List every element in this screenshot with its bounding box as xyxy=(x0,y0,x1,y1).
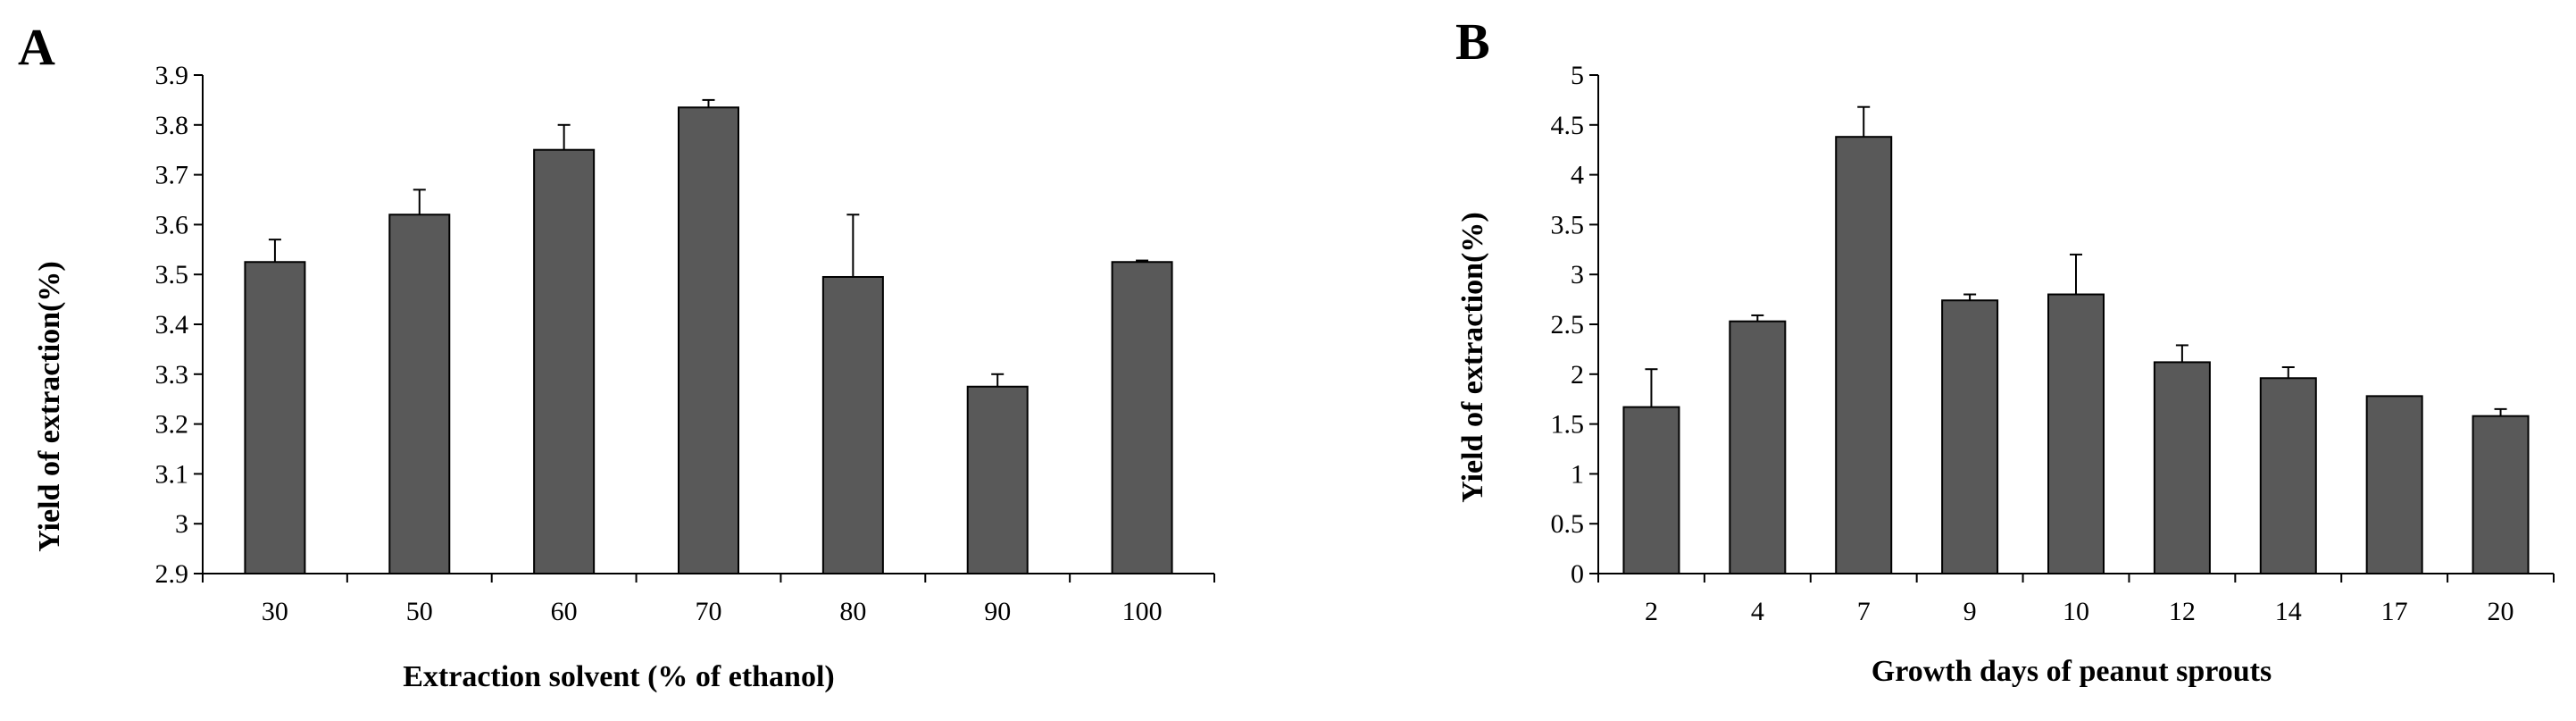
b-bar-4 xyxy=(1729,320,1787,574)
a-bar-90 xyxy=(966,385,1029,574)
b-x-tick-label: 4 xyxy=(1751,597,1764,626)
panel-a-axes xyxy=(202,75,1214,574)
b-y-tick-label: 0 xyxy=(1571,559,1584,589)
b-y-tick-label: 3.5 xyxy=(1551,210,1585,239)
panel-b-letter: B xyxy=(1455,13,1490,71)
b-x-tick-label: 17 xyxy=(2381,597,2408,626)
b-y-tick-label: 4.5 xyxy=(1551,111,1585,140)
panel-a-y-axis-label: Yield of extraction(%) xyxy=(33,261,66,551)
b-bar-12 xyxy=(2153,361,2211,574)
panel-a-x-ticks: 30 50 60 70 80 90 100 xyxy=(202,574,1215,626)
a-x-tick-label: 70 xyxy=(696,597,722,626)
panel-a-error-bars xyxy=(268,98,1149,387)
panel-b-bars xyxy=(1622,136,2530,575)
b-x-tick-label: 20 xyxy=(2488,597,2514,626)
a-bar-80 xyxy=(821,275,884,574)
panel-b: B Yield of extraction(%) 0 0.5 1 1.5 2 2.5 3 3.… xyxy=(1455,13,2555,688)
a-y-tick-label: 3.8 xyxy=(155,111,189,140)
b-y-tick-label: 5 xyxy=(1571,61,1584,90)
b-bar-10 xyxy=(2047,293,2105,574)
a-bar-100 xyxy=(1111,261,1173,574)
b-x-tick-label: 7 xyxy=(1857,597,1871,626)
panel-b-x-axis-label: Growth days of peanut sprouts xyxy=(1872,655,2272,688)
a-x-tick-label: 30 xyxy=(262,597,288,626)
b-y-tick-label: 1.5 xyxy=(1551,410,1585,440)
b-y-tick-label: 4 xyxy=(1571,161,1584,190)
a-x-tick-label: 90 xyxy=(984,597,1011,626)
b-x-tick-label: 9 xyxy=(1963,597,1977,626)
a-bar-60 xyxy=(533,148,596,574)
b-bar-7 xyxy=(1835,136,1893,575)
a-bar-30 xyxy=(244,261,306,574)
panel-a-x-axis-label: Extraction solvent (% of ethanol) xyxy=(403,660,835,693)
a-x-tick-label: 100 xyxy=(1122,597,1163,626)
panel-b-y-axis-label: Yield of extraction(%) xyxy=(1456,212,1489,502)
panel-a: A Yield of extraction(%) 2.9 3 3.1 3.2 3.3 3.… xyxy=(18,18,1215,693)
b-bar-20 xyxy=(2472,415,2530,574)
b-bar-17 xyxy=(2365,395,2423,574)
panel-a-letter: A xyxy=(18,18,55,76)
b-y-tick-label: 0.5 xyxy=(1551,509,1585,539)
b-x-tick-label: 14 xyxy=(2275,597,2302,626)
a-bar-50 xyxy=(388,214,451,575)
a-y-tick-label: 3.6 xyxy=(155,210,189,239)
b-bar-9 xyxy=(1941,299,1999,574)
b-bar-14 xyxy=(2259,377,2317,574)
panel-a-bars xyxy=(244,106,1173,575)
b-bar-2 xyxy=(1622,406,1680,574)
a-x-tick-label: 50 xyxy=(406,597,433,626)
b-y-tick-label: 1 xyxy=(1571,459,1584,489)
panel-a-y-ticks: 2.9 3 3.1 3.2 3.3 3.4 3.5 3.6 3.7 3.8 3.9 xyxy=(155,61,203,589)
a-y-tick-label: 3.7 xyxy=(155,161,189,190)
b-x-tick-label: 2 xyxy=(1645,597,1658,626)
a-y-tick-label: 2.9 xyxy=(155,559,189,589)
panel-b-x-ticks: 2 4 7 9 10 12 14 17 20 xyxy=(1597,574,2555,626)
a-x-tick-label: 80 xyxy=(839,597,866,626)
a-bar-70 xyxy=(678,106,739,574)
b-x-tick-label: 12 xyxy=(2169,597,2196,626)
a-y-tick-label: 3.2 xyxy=(155,410,189,440)
a-y-tick-label: 3.1 xyxy=(155,459,189,489)
b-y-tick-label: 3 xyxy=(1571,260,1584,289)
a-y-tick-label: 3.5 xyxy=(155,260,189,289)
a-y-tick-label: 3.4 xyxy=(155,310,189,340)
a-y-tick-label: 3.3 xyxy=(155,360,189,390)
b-y-tick-label: 2.5 xyxy=(1551,310,1585,340)
a-y-tick-label: 3 xyxy=(175,509,188,539)
panel-b-error-bars xyxy=(1645,105,2507,416)
a-x-tick-label: 60 xyxy=(551,597,578,626)
a-y-tick-label: 3.9 xyxy=(155,61,189,90)
panel-b-axes xyxy=(1597,75,2554,574)
b-x-tick-label: 10 xyxy=(2063,597,2089,626)
panel-b-y-ticks: 0 0.5 1 1.5 2 2.5 3 3.5 4 4.5 5 xyxy=(1551,61,1598,589)
b-y-tick-label: 2 xyxy=(1571,360,1584,390)
